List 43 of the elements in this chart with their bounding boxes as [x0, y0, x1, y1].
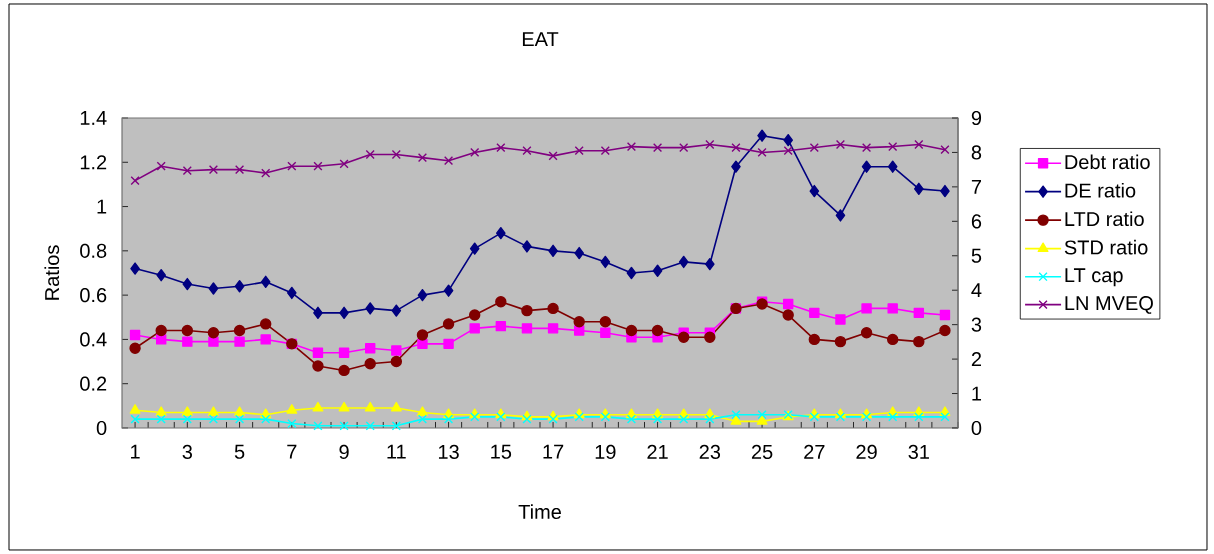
y2-tick-label: 3 — [971, 317, 982, 332]
legend-label: LT cap — [1065, 268, 1123, 287]
legend-label: LN MVEQ — [1065, 296, 1153, 314]
x-tick-label: 21 — [647, 444, 668, 459]
x-tick-label: 25 — [751, 444, 773, 460]
x-tick-label: 15 — [491, 444, 512, 459]
y2-tick-label: 9 — [971, 110, 982, 126]
y-tick-label: 1.2 — [80, 155, 107, 170]
y2-tick-label: 1 — [972, 386, 982, 401]
x-tick-label: 29 — [856, 444, 877, 460]
legend-label: LTD ratio — [1065, 211, 1144, 227]
y-tick-label: 0.6 — [80, 288, 107, 303]
x-tick-label: 3 — [182, 444, 193, 460]
x-tick-label: 31 — [908, 444, 929, 460]
y-tick-label: 0 — [96, 420, 107, 436]
chart-title: EAT — [522, 32, 559, 47]
y2-tick-label: 4 — [971, 283, 982, 298]
x-tick-label: 1 — [131, 444, 140, 459]
x-tick-label: 27 — [804, 444, 825, 459]
x-tick-label: 9 — [339, 444, 349, 460]
x-tick-label: 23 — [699, 444, 721, 460]
x-tick-label: 13 — [438, 444, 459, 460]
y-axis-title: Ratios — [44, 245, 60, 300]
y-tick-label: 1.4 — [80, 111, 107, 125]
y2-tick-label: 6 — [971, 214, 982, 229]
x-tick-label: 11 — [387, 444, 406, 459]
y-tick-label: 0.8 — [80, 243, 107, 258]
y2-tick-label: 0 — [971, 420, 982, 436]
x-tick-label: 17 — [543, 444, 564, 459]
legend-label: Debt ratio — [1065, 154, 1150, 170]
y-tick-label: 0.4 — [80, 332, 107, 347]
y-tick-label: 0.2 — [80, 376, 107, 391]
legend-label: STD ratio — [1064, 239, 1148, 255]
y2-tick-label: 7 — [971, 179, 981, 194]
legend-label: DE ratio — [1065, 182, 1136, 198]
x-axis-title: Time — [518, 504, 561, 520]
x-tick-label: 5 — [234, 444, 245, 459]
y2-tick-label: 5 — [971, 248, 982, 263]
x-tick-label: 7 — [287, 444, 297, 459]
y-tick-label: 1 — [97, 199, 107, 214]
y2-tick-label: 2 — [971, 352, 981, 367]
x-tick-label: 19 — [595, 444, 616, 460]
y2-tick-label: 8 — [971, 145, 982, 160]
